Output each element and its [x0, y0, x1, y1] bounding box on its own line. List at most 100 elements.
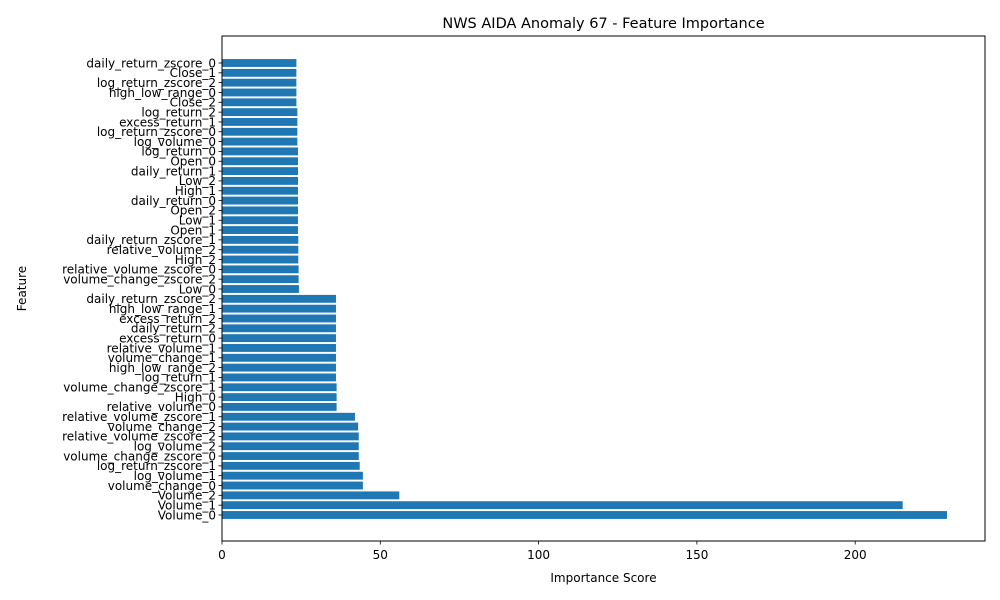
y-tick-label: volume_change_zscore_1 [63, 381, 216, 395]
bar-volume_change_zscore_0 [222, 452, 359, 460]
y-tick-label: relative_volume_zscore_1 [62, 410, 216, 424]
y-tick-label: High_1 [175, 184, 216, 198]
y-tick-label: log_volume_0 [134, 135, 216, 149]
y-tick-label: Open_2 [170, 204, 216, 218]
y-tick-label: relative_volume_1 [107, 341, 216, 355]
x-tick-label: 200 [844, 548, 867, 562]
bar-volume_change_zscore_1 [222, 383, 337, 392]
bar-Close_1 [222, 68, 297, 77]
y-tick-label: excess_return_1 [119, 115, 216, 129]
bar-log_return_2 [222, 108, 298, 117]
y-tick-label: volume_change_2 [108, 420, 216, 434]
y-tick-label: Volume_0 [158, 508, 216, 522]
x-tick-label: 100 [527, 548, 550, 562]
bar-daily_return_2 [222, 324, 336, 333]
bar-High_1 [222, 186, 298, 195]
bar-log_volume_1 [222, 471, 363, 480]
y-tick-labels: Volume_0Volume_1Volume_2volume_change_0l… [62, 56, 222, 522]
y-tick-label: volume_change_zscore_0 [63, 449, 216, 463]
bar-Open_0 [222, 157, 298, 166]
bar-relative_volume_1 [222, 344, 336, 352]
bar-log_return_0 [222, 147, 298, 156]
x-tick-labels: 0 50 100 150 200 [218, 541, 867, 562]
y-tick-label: daily_return_1 [131, 164, 216, 178]
y-tick-label: log_return_2 [141, 105, 216, 119]
y-tick-label: excess_return_0 [119, 331, 216, 345]
y-tick-label: Low_0 [179, 282, 216, 296]
y-tick-label: volume_change_0 [108, 479, 216, 493]
y-tick-label: Open_0 [170, 155, 216, 169]
bar-excess_return_0 [222, 334, 336, 343]
plot-frame [221, 35, 986, 542]
bar-High_2 [222, 255, 299, 264]
y-tick-label: Volume_1 [158, 498, 216, 512]
bar-volume_change_zscore_2 [222, 275, 299, 284]
bar-Open_2 [222, 206, 298, 215]
y-tick-label: log_return_zscore_0 [97, 125, 216, 139]
bar-High_0 [222, 393, 337, 402]
bar-volume_change_0 [222, 481, 363, 490]
y-tick-label: daily_return_2 [131, 322, 216, 336]
bar-high_low_range_0 [222, 88, 297, 97]
y-tick-label: volume_change_zscore_2 [63, 272, 216, 286]
bar-relative_volume_0 [222, 402, 337, 411]
chart-title: NWS AIDA Anomaly 67 - Feature Importance [442, 16, 764, 32]
bar-log_return_zscore_2 [222, 78, 297, 87]
y-tick-label: log_return_zscore_1 [97, 459, 216, 473]
y-tick-label: daily_return_zscore_1 [86, 233, 216, 247]
bar-log_return_1 [222, 373, 336, 382]
y-tick-label: log_return_zscore_2 [97, 76, 216, 90]
y-tick-label: Low_2 [179, 174, 216, 188]
bar-Open_1 [222, 226, 298, 234]
y-tick-label: Close_1 [170, 66, 216, 80]
bar-high_low_range_1 [222, 304, 336, 313]
bars-group [222, 59, 948, 519]
bar-relative_volume_zscore_1 [222, 412, 355, 421]
y-axis-title: Feature [15, 266, 29, 311]
x-tick-label: 150 [685, 548, 708, 562]
y-tick-label: daily_return_zscore_0 [86, 56, 216, 70]
y-tick-label: relative_volume_2 [107, 243, 216, 257]
y-tick-label: log_volume_1 [134, 469, 216, 483]
bar-Volume_0 [222, 511, 948, 519]
y-tick-label: daily_return_zscore_2 [86, 292, 216, 306]
x-axis-title: Importance Score [550, 571, 656, 585]
y-tick-label: Low_1 [179, 214, 216, 228]
y-tick-label: high_low_range_0 [109, 86, 216, 100]
x-tick-label: 50 [373, 548, 388, 562]
bar-log_volume_2 [222, 442, 359, 451]
x-tick-label: 0 [218, 548, 226, 562]
bar-relative_volume_zscore_0 [222, 265, 299, 274]
bar-excess_return_1 [222, 118, 298, 126]
bar-high_low_range_2 [222, 363, 336, 372]
y-tick-label: log_return_1 [141, 371, 216, 385]
bar-daily_return_0 [222, 196, 298, 205]
bar-volume_change_2 [222, 422, 359, 431]
bar-log_volume_0 [222, 137, 298, 146]
y-tick-label: log_volume_2 [134, 440, 216, 454]
y-tick-label: relative_volume_zscore_2 [62, 430, 216, 444]
bar-Low_2 [222, 176, 298, 185]
bar-Volume_1 [222, 501, 903, 510]
y-tick-label: relative_volume_zscore_0 [62, 263, 216, 277]
bar-Low_1 [222, 216, 298, 225]
bar-relative_volume_zscore_2 [222, 432, 359, 441]
y-tick-label: relative_volume_0 [107, 400, 216, 414]
bar-Close_2 [222, 98, 297, 107]
y-tick-label: volume_change_1 [108, 351, 216, 365]
bar-Volume_2 [222, 491, 400, 500]
y-tick-label: Close_2 [170, 96, 216, 110]
y-tick-label: high_low_range_1 [109, 302, 216, 316]
bar-daily_return_zscore_0 [222, 59, 297, 67]
y-tick-label: high_low_range_2 [109, 361, 216, 375]
y-tick-label: High_2 [175, 253, 216, 267]
bar-daily_return_zscore_1 [222, 235, 299, 244]
bar-log_return_zscore_0 [222, 127, 298, 136]
bar-daily_return_zscore_2 [222, 294, 336, 303]
bar-relative_volume_2 [222, 245, 299, 254]
bar-daily_return_1 [222, 167, 298, 176]
bar-Low_0 [222, 285, 299, 293]
y-tick-label: excess_return_2 [119, 312, 216, 326]
